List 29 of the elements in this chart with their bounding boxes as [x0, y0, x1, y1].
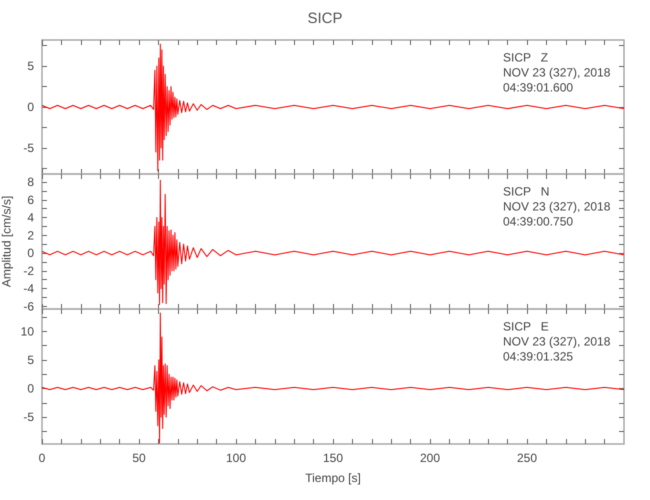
x-tick-label: 50	[132, 451, 146, 465]
y-tick-label: 0	[27, 246, 34, 260]
line-series	[42, 44, 624, 172]
y-tick-label: -5	[23, 140, 34, 155]
y-tick-label: 6	[27, 192, 34, 207]
x-tick-label: 250	[516, 451, 538, 465]
y-tick-label: -2	[23, 264, 34, 278]
y-tick-label: -5	[23, 410, 34, 424]
y-tick-label: 2	[27, 228, 34, 242]
y-axis-title: Amplitud [cm/s/s]	[0, 196, 14, 288]
annotation: SICP E NOV 23 (327), 2018 04:39:01.325	[503, 320, 611, 364]
y-tick-label: 8	[27, 174, 34, 189]
line-series	[42, 180, 624, 306]
y-tick-label: -6	[23, 299, 34, 314]
x-tick-label: 200	[420, 451, 440, 465]
x-tick-label: 100	[226, 451, 246, 465]
x-tick-label: 0	[38, 451, 46, 465]
y-tick-label: 5	[27, 352, 34, 367]
y-tick-label: 0	[27, 100, 34, 114]
y-tick-label: 0	[27, 382, 34, 396]
annotation: SICP Z NOV 23 (327), 2018 04:39:01.600	[503, 50, 611, 94]
y-tick-label: -4	[23, 282, 34, 296]
y-tick-label: 5	[27, 59, 34, 74]
x-tick-label: 150	[322, 451, 344, 465]
y-tick-label: 10	[20, 324, 34, 338]
annotation: SICP N NOV 23 (327), 2018 04:39:00.750	[503, 184, 611, 228]
y-tick-label: 4	[27, 210, 34, 225]
chart-title: SICP	[307, 10, 343, 27]
x-axis-title: Tiempo [s]	[305, 471, 361, 485]
